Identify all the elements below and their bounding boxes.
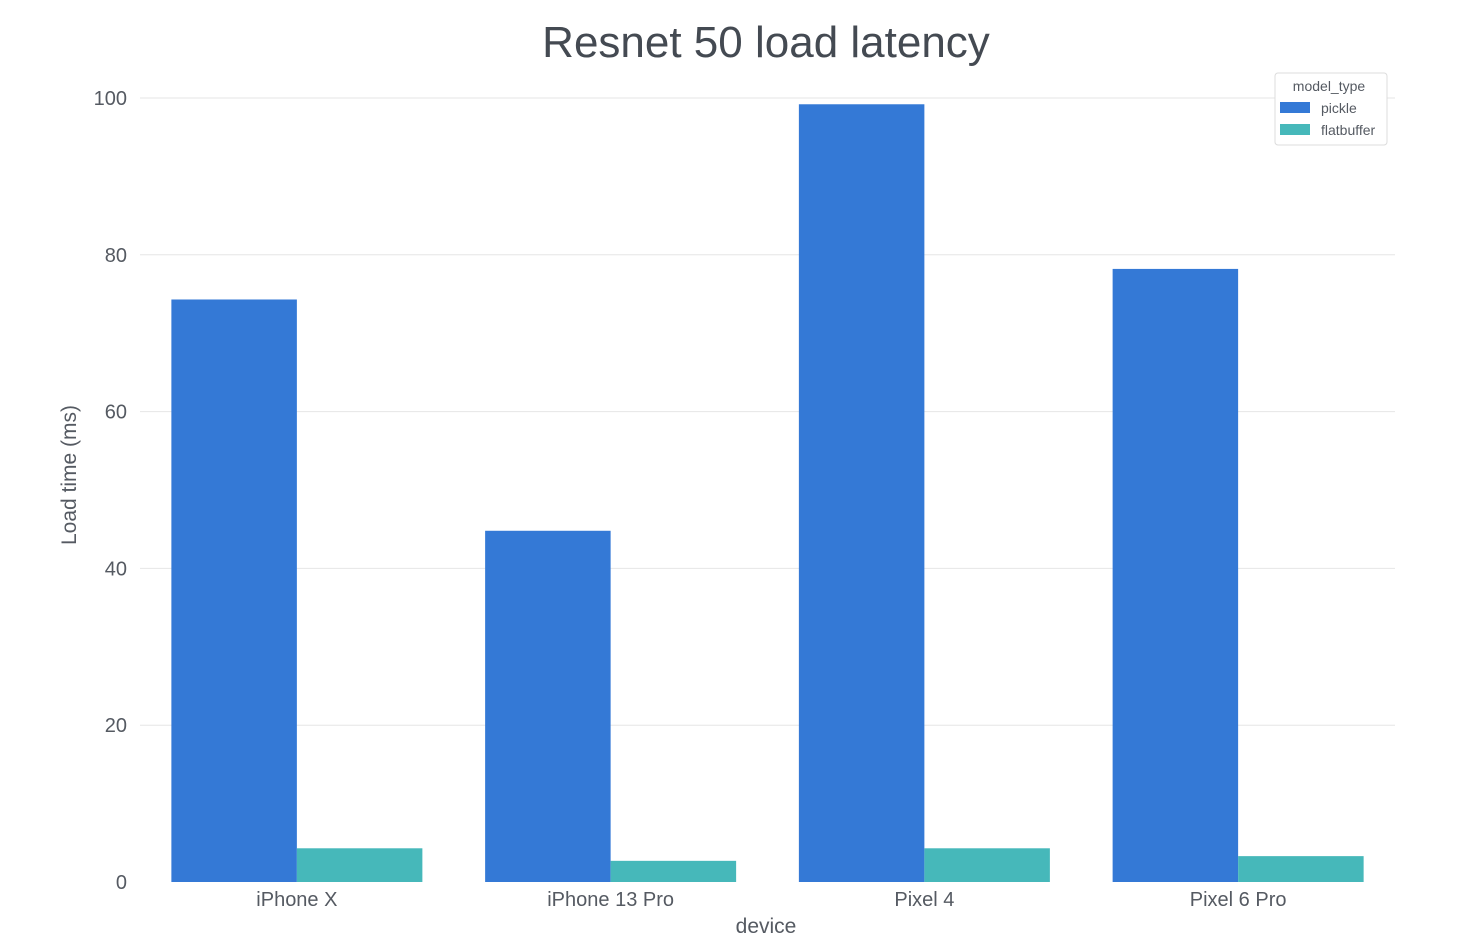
legend-title: model_type: [1293, 78, 1366, 94]
y-axis-title: Load time (ms): [58, 405, 81, 545]
bar-pickle-pixel-4: [798, 104, 925, 883]
y-tick-label: 60: [105, 402, 127, 424]
bar-flatbuffer-pixel-6-pro: [1238, 856, 1364, 882]
bar-flatbuffer-iphone-13-pro: [610, 860, 737, 882]
legend-swatch-flatbuffer: [1280, 124, 1310, 135]
y-tick-label: 80: [105, 245, 127, 267]
bar-pickle-pixel-6-pro: [1112, 268, 1239, 882]
x-tick-label: iPhone X: [256, 889, 337, 911]
y-tick-label: 100: [94, 88, 127, 110]
bar-pickle-iphone-13-pro: [485, 530, 611, 882]
legend-swatch-pickle: [1280, 102, 1310, 113]
legend: model_type pickle flatbuffer: [1274, 72, 1388, 146]
x-axis-title: device: [736, 915, 797, 938]
legend-label-flatbuffer: flatbuffer: [1321, 122, 1376, 138]
x-tick-label: Pixel 4: [894, 889, 954, 911]
bar-pickle-iphone-x: [171, 299, 297, 882]
bar-flatbuffer-iphone-x: [296, 848, 423, 882]
bars: [171, 104, 1364, 883]
x-tick-label: Pixel 6 Pro: [1190, 889, 1287, 911]
chart-title: Resnet 50 load latency: [542, 18, 990, 67]
legend-label-pickle: pickle: [1321, 100, 1357, 116]
bar-flatbuffer-pixel-4: [924, 848, 1050, 882]
x-tick-label: iPhone 13 Pro: [547, 889, 674, 911]
y-tick-label: 40: [105, 558, 127, 580]
y-tick-label: 20: [105, 715, 127, 737]
y-tick-label: 0: [116, 872, 127, 894]
y-axis-ticks: 0 20 40 60 80 100: [94, 88, 127, 894]
x-axis-ticks: iPhone X iPhone 13 Pro Pixel 4 Pixel 6 Pro: [256, 889, 1286, 911]
